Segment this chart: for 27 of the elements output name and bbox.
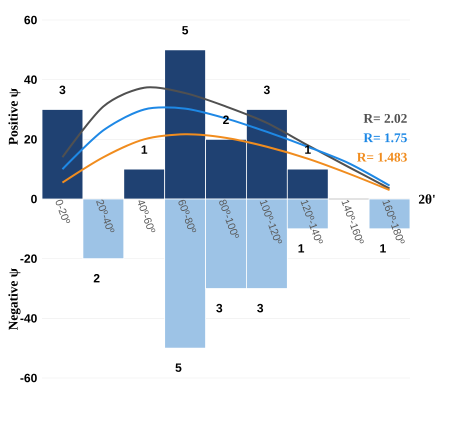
- series-label: R= 1.483: [356, 152, 407, 162]
- x-tick-label: 60º-80º: [178, 200, 196, 232]
- annotation: 5: [175, 364, 182, 372]
- y-tick-label: -60: [20, 374, 37, 382]
- annotation: 5: [182, 26, 188, 34]
- text: Negative ψ: [8, 268, 21, 330]
- text: R= 2.02: [364, 114, 407, 123]
- annotation: 1: [142, 146, 148, 154]
- annotation: 1: [298, 244, 304, 252]
- annotation: 1: [380, 244, 386, 252]
- annotation: 3: [59, 86, 66, 94]
- x-axis-title: 2θ': [418, 194, 435, 204]
- y-tick-label: 20: [24, 135, 37, 144]
- annotation: 3: [216, 304, 222, 312]
- y-tick-label: -20: [20, 254, 37, 263]
- y-tick-label: -40: [20, 314, 37, 323]
- annotation: 2: [94, 274, 100, 282]
- annotation: 1: [305, 146, 311, 154]
- annotation: 3: [257, 304, 264, 312]
- annotation: 3: [264, 86, 270, 94]
- y-axis-title: Positive ψ: [8, 88, 20, 145]
- x-tick-label: 0-20º: [56, 200, 70, 223]
- x-tick-label: 40º-60º: [138, 200, 156, 232]
- y-tick-label: 0: [31, 194, 37, 204]
- y-tick-label: 60: [24, 16, 37, 24]
- series-label: R= 1.75: [364, 133, 407, 142]
- y-tick-label: 40: [24, 75, 37, 84]
